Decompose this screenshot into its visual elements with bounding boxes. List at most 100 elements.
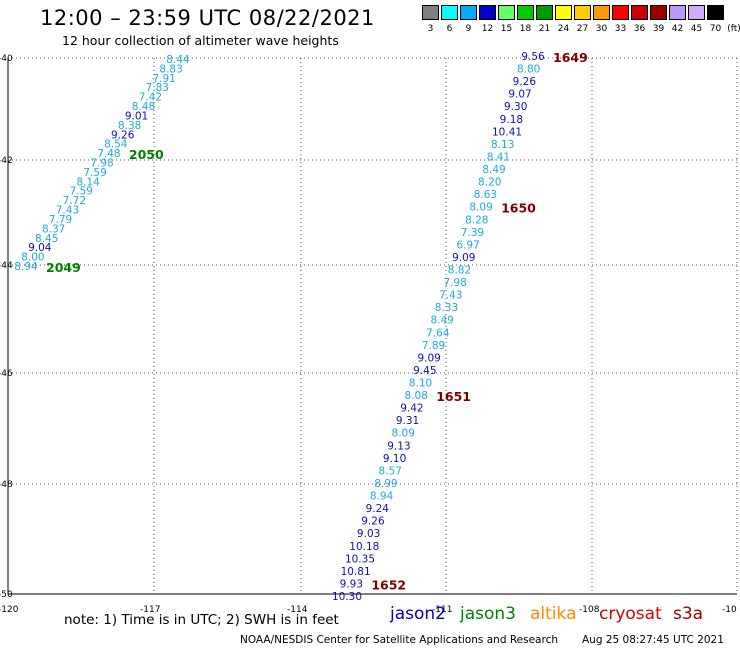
swh-value: 10.41 xyxy=(492,126,522,138)
legend-swatch xyxy=(517,5,534,20)
map-subtitle: 12 hour collection of altimeter wave hei… xyxy=(62,33,339,48)
lat-tick-label: -48 xyxy=(0,480,13,490)
swh-value: 8.45 xyxy=(35,233,58,245)
legend-swatch xyxy=(479,5,496,20)
swh-value: 10.35 xyxy=(345,553,375,565)
swh-track-east: 9.568.809.269.079.309.1810.418.138.418.4… xyxy=(332,50,588,603)
generated-timestamp: Aug 25 08:27:45 UTC 2021 xyxy=(582,634,724,646)
swh-value: 9.56 xyxy=(521,51,545,63)
lat-tick-label: -44 xyxy=(0,261,13,271)
swh-value: 7.59 xyxy=(83,167,106,179)
map-grid xyxy=(7,57,738,595)
footnote: note: 1) Time is in UTC; 2) SWH is in fe… xyxy=(64,612,339,628)
legend-swatch xyxy=(574,5,591,20)
swh-value: 7.59 xyxy=(70,186,93,198)
legend-swatch xyxy=(498,5,515,20)
satellite-name: s3a xyxy=(673,604,704,624)
pass-time-label: 1650 xyxy=(501,201,536,216)
swh-value: 9.26 xyxy=(111,129,135,141)
swh-value: 10.81 xyxy=(341,566,371,578)
pass-time-label: 1651 xyxy=(436,389,471,404)
swh-value: 8.83 xyxy=(159,63,182,75)
satellite-name: jason2 xyxy=(390,604,446,624)
swh-value: 7.43 xyxy=(439,290,462,302)
swh-value: 7.89 xyxy=(422,340,445,352)
swh-value: 8.80 xyxy=(517,64,540,76)
legend-swatch xyxy=(460,5,477,20)
swh-value: 8.09 xyxy=(392,428,415,440)
legend-swatch xyxy=(669,5,686,20)
swh-value: 9.24 xyxy=(366,503,390,515)
legend-swatch xyxy=(631,5,648,20)
swh-value: 8.00 xyxy=(21,252,44,264)
swh-value: 9.26 xyxy=(361,516,385,528)
swh-value: 9.18 xyxy=(500,114,523,126)
swh-value: 8.49 xyxy=(430,315,453,327)
pass-time-label: 2049 xyxy=(46,260,81,275)
color-legend: 3 6 9 12 15 18 21 24 27 30 33 36 39 42 45 70 (ft) xyxy=(422,5,740,35)
swh-value: 6.97 xyxy=(456,239,479,251)
swh-value: 7.39 xyxy=(461,227,484,239)
swh-value: 9.09 xyxy=(452,252,475,264)
legend-label: 12 xyxy=(481,24,494,34)
swh-value: 7.98 xyxy=(443,277,466,289)
swh-value: 8.41 xyxy=(487,151,510,163)
axis-labels: -120 -117 -114 -111 -108 -10 -40 -42 -44 -46 -48 -5… xyxy=(0,54,737,615)
lat-tick-label: -42 xyxy=(0,156,13,166)
legend-label: 15 xyxy=(500,24,513,34)
swh-value: 10.30 xyxy=(332,591,362,603)
swh-value: 9.31 xyxy=(396,415,419,427)
legend-swatch xyxy=(650,5,667,20)
legend-label: 39 xyxy=(652,24,665,34)
legend-label: 30 xyxy=(595,24,608,34)
swh-value: 10.18 xyxy=(349,541,379,553)
swh-value: 7.83 xyxy=(146,82,169,94)
swh-value: 8.49 xyxy=(482,164,505,176)
swh-value: 8.57 xyxy=(379,465,402,477)
lat-tick-label: -50 xyxy=(0,590,13,600)
swh-value: 9.01 xyxy=(125,110,148,122)
legend-label: 21 xyxy=(538,24,551,34)
swh-value: 9.93 xyxy=(340,578,363,590)
swh-value: 8.28 xyxy=(465,214,488,226)
swh-value: 9.45 xyxy=(413,365,436,377)
swh-value: 8.37 xyxy=(42,223,65,235)
swh-value: 8.10 xyxy=(409,378,432,390)
lat-tick-label: -46 xyxy=(0,369,13,379)
legend-swatch xyxy=(555,5,572,20)
legend-label: 18 xyxy=(519,24,532,34)
pass-time-label: 1649 xyxy=(553,50,588,65)
legend-label: 70 xyxy=(709,24,722,34)
lon-tick-label: -111 xyxy=(432,605,452,615)
lon-tick-label: -108 xyxy=(579,605,600,615)
swh-value: 8.38 xyxy=(118,120,141,132)
swh-value: 8.13 xyxy=(491,139,514,151)
swh-value: 9.13 xyxy=(387,440,410,452)
swh-value: 8.14 xyxy=(76,176,100,188)
swh-value: 7.72 xyxy=(63,195,86,207)
legend-swatch xyxy=(422,5,439,20)
legend-label: 45 xyxy=(690,24,703,34)
swh-value: 9.03 xyxy=(357,528,380,540)
swh-value: 9.26 xyxy=(513,76,537,88)
swh-value: 8.63 xyxy=(474,189,497,201)
swh-value: 7.64 xyxy=(426,327,450,339)
swh-value: 9.30 xyxy=(504,101,527,113)
credit-text: NOAA/NESDIS Center for Satellite Applica… xyxy=(240,634,558,646)
swh-value: 8.48 xyxy=(132,101,155,113)
swh-value: 8.09 xyxy=(469,202,492,214)
lon-tick-label: -120 xyxy=(0,605,19,615)
swh-value: 9.10 xyxy=(383,453,406,465)
swh-value: 8.94 xyxy=(370,491,394,503)
swh-value: 7.98 xyxy=(90,158,113,170)
swh-value: 8.33 xyxy=(435,302,458,314)
swh-value: 7.91 xyxy=(152,73,175,85)
legend-swatch xyxy=(536,5,553,20)
legend-swatch xyxy=(688,5,705,20)
swh-value: 8.08 xyxy=(405,390,428,402)
swh-value: 8.54 xyxy=(104,139,128,151)
legend-swatch xyxy=(593,5,610,20)
legend-swatch xyxy=(707,5,724,20)
satellite-name: cryosat xyxy=(599,604,662,624)
